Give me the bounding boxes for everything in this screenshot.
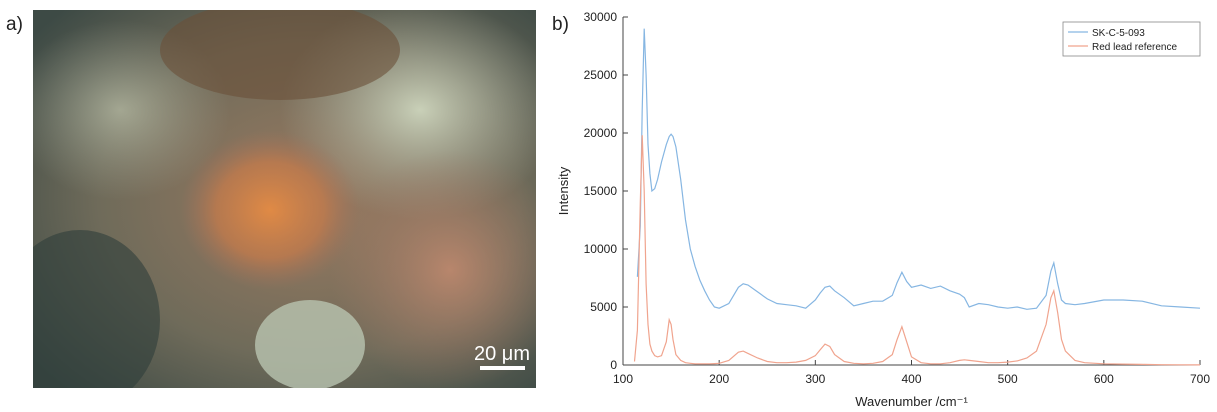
y-tick-label: 0 [610, 358, 617, 372]
legend-label: Red lead reference [1092, 42, 1177, 53]
x-tick-label: 600 [1094, 372, 1114, 386]
y-tick-label: 30000 [584, 10, 618, 24]
y-tick-label: 15000 [584, 184, 618, 198]
y-axis-label: Intensity [556, 166, 571, 215]
y-tick-label: 20000 [584, 126, 618, 140]
x-tick-label: 200 [709, 372, 729, 386]
legend-label: SK-C-5-093 [1092, 28, 1145, 39]
y-tick-label: 10000 [584, 242, 618, 256]
scale-bar-label: 20 μm [474, 343, 530, 365]
y-tick-label: 5000 [590, 300, 617, 314]
x-tick-label: 500 [998, 372, 1018, 386]
data-line [633, 135, 1201, 366]
chart: 0 5000 10000 15000 20000 25000 30000 100 200 300 4… [556, 10, 1210, 409]
x-tick-label: 700 [1190, 372, 1210, 386]
panel-label: b) [552, 14, 569, 35]
x-axis-label: Wavenumber /cm⁻¹ [855, 394, 968, 409]
x-tick-label: 100 [613, 372, 633, 386]
panel-label: a) [6, 14, 23, 35]
x-tick-label: 400 [901, 372, 921, 386]
data-line [636, 28, 1201, 310]
x-tick-label: 300 [805, 372, 825, 386]
y-tick-label: 25000 [584, 68, 618, 82]
legend-box [1062, 21, 1201, 57]
micrograph: 20 μm [33, 10, 536, 388]
